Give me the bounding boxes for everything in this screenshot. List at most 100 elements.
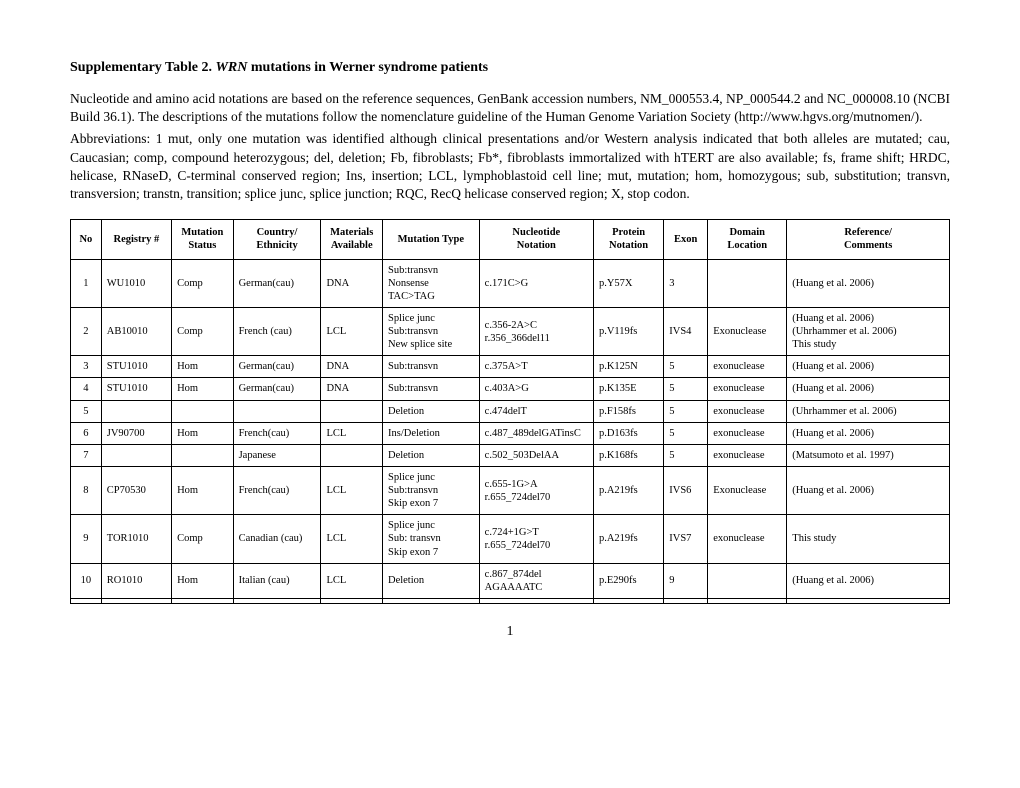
table-cell: c.403A>G	[479, 378, 593, 400]
table-cell: LCL	[321, 307, 383, 355]
table-cell: JV90700	[101, 422, 171, 444]
table-cell: 3	[664, 259, 708, 307]
title-suffix: mutations in Werner syndrome patients	[247, 60, 488, 75]
table-cell	[664, 598, 708, 603]
table-cell: LCL	[321, 466, 383, 514]
table-cell: p.A219fs	[593, 515, 663, 563]
table-cell: Comp	[172, 515, 234, 563]
table-cell	[787, 598, 950, 603]
table-cell	[708, 563, 787, 598]
table-cell: (Huang et al. 2006)	[787, 356, 950, 378]
table-cell: LCL	[321, 515, 383, 563]
table-cell: 6	[71, 422, 102, 444]
table-cell: DNA	[321, 259, 383, 307]
table-cell: (Huang et al. 2006)(Uhrhammer et al. 200…	[787, 307, 950, 355]
table-row: 8CP70530HomFrench(cau)LCLSplice juncSub:…	[71, 466, 950, 514]
table-cell: exonuclease	[708, 444, 787, 466]
table-cell: German(cau)	[233, 259, 321, 307]
table-cell: STU1010	[101, 378, 171, 400]
table-cell	[101, 444, 171, 466]
table-cell: 5	[664, 356, 708, 378]
table-row: 9TOR1010CompCanadian (cau)LCLSplice junc…	[71, 515, 950, 563]
table-cell	[233, 598, 321, 603]
table-title: Supplementary Table 2. WRN mutations in …	[70, 60, 950, 76]
table-cell: Hom	[172, 422, 234, 444]
table-row: 3STU1010HomGerman(cau)DNASub:transvnc.37…	[71, 356, 950, 378]
table-cell	[101, 400, 171, 422]
table-cell: exonuclease	[708, 400, 787, 422]
header-mutation-type: Mutation Type	[382, 220, 479, 259]
table-cell: 5	[664, 400, 708, 422]
table-cell: AB10010	[101, 307, 171, 355]
table-cell: STU1010	[101, 356, 171, 378]
table-cell: p.D163fs	[593, 422, 663, 444]
table-cell: 7	[71, 444, 102, 466]
table-cell: Splice juncSub: transvnSkip exon 7	[382, 515, 479, 563]
table-cell: Sub:transvn	[382, 378, 479, 400]
table-cell: p.K125N	[593, 356, 663, 378]
table-cell: IVS4	[664, 307, 708, 355]
table-cell: Hom	[172, 356, 234, 378]
table-cell: Sub:transvn	[382, 356, 479, 378]
table-cell: (Huang et al. 2006)	[787, 422, 950, 444]
table-header-row: No Registry # MutationStatus Country/Eth…	[71, 220, 950, 259]
table-cell: Deletion	[382, 563, 479, 598]
table-cell: 9	[71, 515, 102, 563]
table-cell: 10	[71, 563, 102, 598]
table-cell	[708, 259, 787, 307]
table-cell: Deletion	[382, 444, 479, 466]
header-materials: MaterialsAvailable	[321, 220, 383, 259]
table-cell: (Huang et al. 2006)	[787, 378, 950, 400]
table-cell: 8	[71, 466, 102, 514]
table-cell	[593, 598, 663, 603]
table-cell: 5	[664, 422, 708, 444]
table-cell: German(cau)	[233, 378, 321, 400]
table-cell: 2	[71, 307, 102, 355]
table-cell: Italian (cau)	[233, 563, 321, 598]
table-cell: c.502_503DelAA	[479, 444, 593, 466]
title-italic: WRN	[215, 60, 247, 75]
table-cell: exonuclease	[708, 515, 787, 563]
table-cell: Comp	[172, 307, 234, 355]
header-ethnicity: Country/Ethnicity	[233, 220, 321, 259]
table-cell: c.724+1G>Tr.655_724del70	[479, 515, 593, 563]
table-cell	[321, 444, 383, 466]
table-cell: (Huang et al. 2006)	[787, 259, 950, 307]
title-prefix: Supplementary Table 2.	[70, 60, 215, 75]
mutations-table: No Registry # MutationStatus Country/Eth…	[70, 219, 950, 604]
table-row: 6JV90700HomFrench(cau)LCLIns/Deletionc.4…	[71, 422, 950, 444]
table-cell: French(cau)	[233, 466, 321, 514]
table-cell: p.F158fs	[593, 400, 663, 422]
table-cell: p.K168fs	[593, 444, 663, 466]
table-cell: Deletion	[382, 400, 479, 422]
table-cell: Exonuclease	[708, 307, 787, 355]
table-cell: Japanese	[233, 444, 321, 466]
table-cell: Hom	[172, 466, 234, 514]
table-row: 10RO1010HomItalian (cau)LCLDeletionc.867…	[71, 563, 950, 598]
table-cell: Sub:transvnNonsenseTAC>TAG	[382, 259, 479, 307]
table-row	[71, 598, 950, 603]
table-cell: Ins/Deletion	[382, 422, 479, 444]
table-cell: 1	[71, 259, 102, 307]
page-number: 1	[70, 624, 950, 640]
table-cell: exonuclease	[708, 422, 787, 444]
table-cell: CP70530	[101, 466, 171, 514]
table-cell: Hom	[172, 378, 234, 400]
table-cell: p.K135E	[593, 378, 663, 400]
table-cell: LCL	[321, 422, 383, 444]
header-reference: Reference/Comments	[787, 220, 950, 259]
table-cell: RO1010	[101, 563, 171, 598]
table-cell: 5	[71, 400, 102, 422]
header-registry: Registry #	[101, 220, 171, 259]
table-cell: WU1010	[101, 259, 171, 307]
table-cell: p.A219fs	[593, 466, 663, 514]
table-cell: c.487_489delGATinsC	[479, 422, 593, 444]
table-cell: Exonuclease	[708, 466, 787, 514]
table-cell: p.Y57X	[593, 259, 663, 307]
table-cell: LCL	[321, 563, 383, 598]
table-cell	[101, 598, 171, 603]
table-cell: 5	[664, 378, 708, 400]
table-cell: This study	[787, 515, 950, 563]
table-cell	[233, 400, 321, 422]
header-protein: ProteinNotation	[593, 220, 663, 259]
